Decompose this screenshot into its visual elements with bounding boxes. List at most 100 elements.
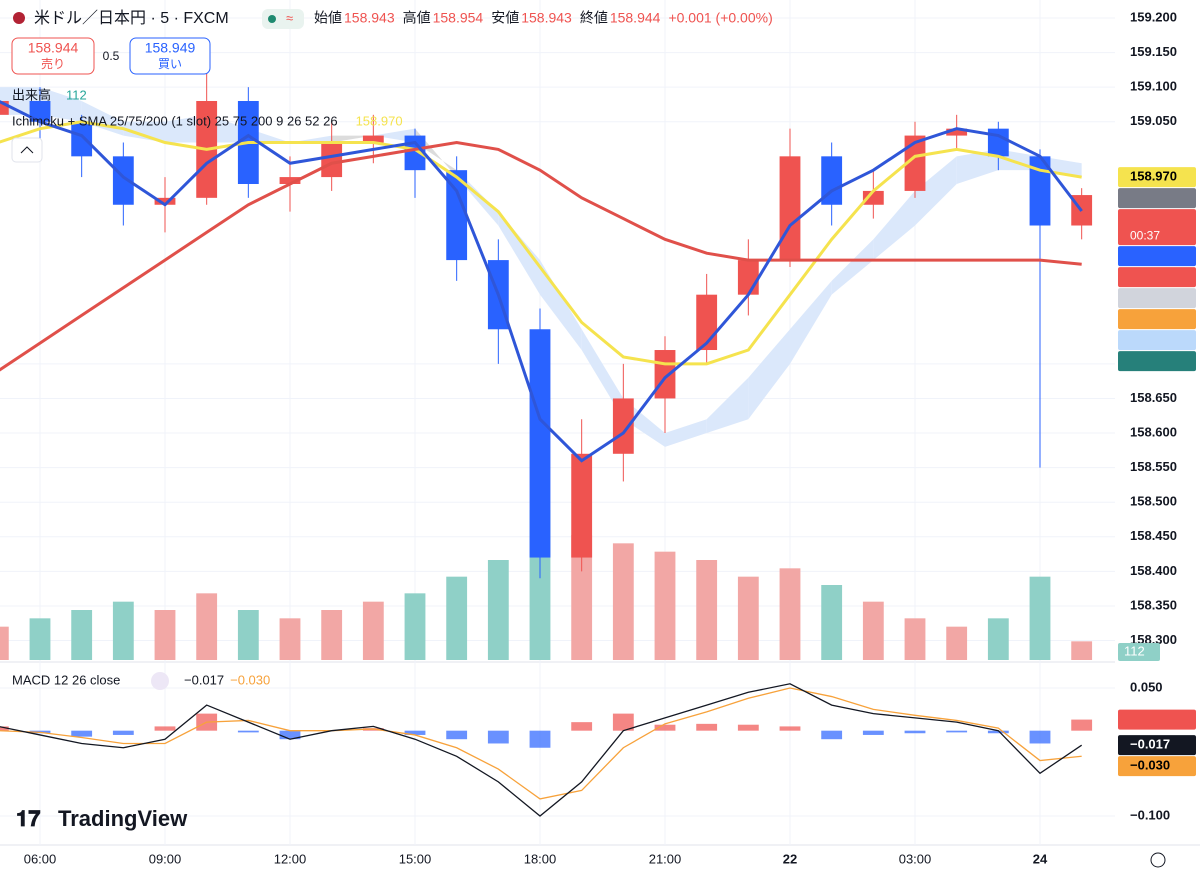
volume-bar — [446, 576, 468, 660]
y-tick-label: 159.100 — [1130, 79, 1177, 94]
price-tag — [1118, 188, 1196, 209]
candle-body — [862, 190, 884, 205]
x-tick-label: 09:00 — [149, 851, 182, 866]
volume-bar — [196, 593, 218, 660]
candle-body — [29, 100, 51, 122]
macd-tag — [1118, 756, 1196, 777]
candle-body — [112, 156, 134, 205]
y-tick-label: 159.150 — [1130, 44, 1177, 59]
price-tag-label: 158.970 — [1130, 169, 1177, 184]
volume-bar — [696, 560, 718, 660]
macd-histogram — [446, 730, 468, 740]
volume-bar — [1071, 641, 1093, 660]
candle-body — [529, 329, 551, 558]
ichimoku-cloud — [581, 329, 624, 420]
volume-bar — [862, 601, 884, 660]
status-badge[interactable] — [262, 9, 304, 29]
candle-body — [571, 453, 593, 558]
sma-line — [0, 100, 1083, 463]
y-tick-label: 158.500 — [1130, 494, 1177, 509]
volume-bar — [279, 618, 301, 660]
settings-icon[interactable] — [1150, 852, 1166, 868]
macd-histogram — [71, 730, 93, 737]
macd-value: −0.017 — [184, 672, 224, 687]
ichimoku-cloud — [831, 239, 874, 295]
header-close-label: 終値 — [580, 10, 608, 26]
macd-histogram — [487, 730, 509, 744]
volume-bar — [0, 626, 9, 660]
candle-body — [321, 142, 343, 178]
logo-mark: 𝟏𝟕 — [16, 806, 41, 831]
symbol: 米ドル／日本円 · 5 · FXCM — [34, 9, 229, 27]
price-tag — [1118, 351, 1196, 372]
volume-bar — [404, 593, 426, 660]
volume-bar — [112, 601, 134, 660]
candle-body — [612, 398, 634, 454]
candle-body — [1029, 156, 1051, 226]
candle-body — [779, 156, 801, 261]
macd-histogram — [862, 730, 884, 735]
macd-settings[interactable] — [151, 672, 169, 690]
buy-price: 158.949 — [145, 40, 196, 56]
y-tick-label: 158.350 — [1130, 597, 1177, 612]
macd-histogram — [612, 713, 634, 731]
price-tag — [1118, 167, 1196, 188]
volume-bar — [237, 610, 259, 660]
price-tag — [1118, 330, 1196, 351]
macd-histogram — [696, 723, 718, 731]
volume-bar — [821, 585, 843, 660]
macd-histogram — [529, 730, 551, 748]
volume-bar — [612, 543, 634, 660]
collapse-button[interactable] — [11, 137, 43, 163]
y-tick-label: 159.200 — [1130, 9, 1177, 24]
sell-button[interactable] — [11, 37, 95, 75]
collapse-icon — [20, 146, 34, 154]
ichimoku-cloud — [748, 329, 790, 420]
macd-tick-label: 0.050 — [1130, 679, 1163, 694]
macd-histogram — [0, 726, 9, 731]
macd-histogram — [237, 730, 259, 733]
candle-body — [737, 260, 759, 295]
indicator-title: Ichimoku + SMA 25/75/200 (1 slot) 25 75 … — [12, 113, 338, 128]
macd-tag-label: −0.017 — [1130, 737, 1170, 752]
ichimoku-cloud — [790, 280, 832, 364]
candle-body — [987, 128, 1009, 157]
macd-histogram — [946, 730, 968, 733]
y-tick-label: 158.450 — [1130, 528, 1177, 543]
volume-bar — [946, 626, 968, 660]
ichimoku-cloud — [123, 121, 165, 143]
volume-bar — [154, 610, 176, 660]
candle-body — [946, 128, 968, 136]
flag-icon — [13, 12, 25, 24]
buy-label: 買い — [158, 57, 182, 71]
macd-histogram — [154, 726, 176, 731]
ichimoku-cloud — [956, 149, 999, 185]
candle-body — [71, 121, 93, 157]
macd-value: −0.030 — [230, 672, 270, 687]
y-tick-label: 158.550 — [1130, 459, 1177, 474]
x-tick-label: 12:00 — [274, 851, 307, 866]
candle-body — [821, 156, 843, 205]
status-icon: ≈ — [286, 10, 293, 25]
volume-bar — [987, 618, 1009, 660]
buy-button[interactable] — [129, 37, 211, 75]
ichimoku-cloud — [915, 156, 957, 226]
macd-tag — [1118, 709, 1196, 730]
signal-line — [0, 687, 1082, 800]
volume-bar — [487, 560, 509, 660]
price-tag — [1118, 288, 1196, 309]
x-tick-label: 15:00 — [399, 851, 432, 866]
macd-tag-label: −0.030 — [1130, 758, 1170, 773]
volume-bar — [29, 618, 51, 660]
price-tag — [1118, 309, 1196, 330]
volume-bar — [71, 610, 93, 660]
logo: TradingView — [58, 806, 188, 831]
macd-histogram — [571, 722, 593, 731]
ichimoku-cloud — [873, 190, 915, 261]
macd-histogram — [1071, 719, 1093, 731]
y-tick-label: 158.400 — [1130, 563, 1177, 578]
macd-tag — [1118, 735, 1196, 756]
status-dot — [268, 15, 276, 23]
macd-histogram — [779, 726, 801, 731]
